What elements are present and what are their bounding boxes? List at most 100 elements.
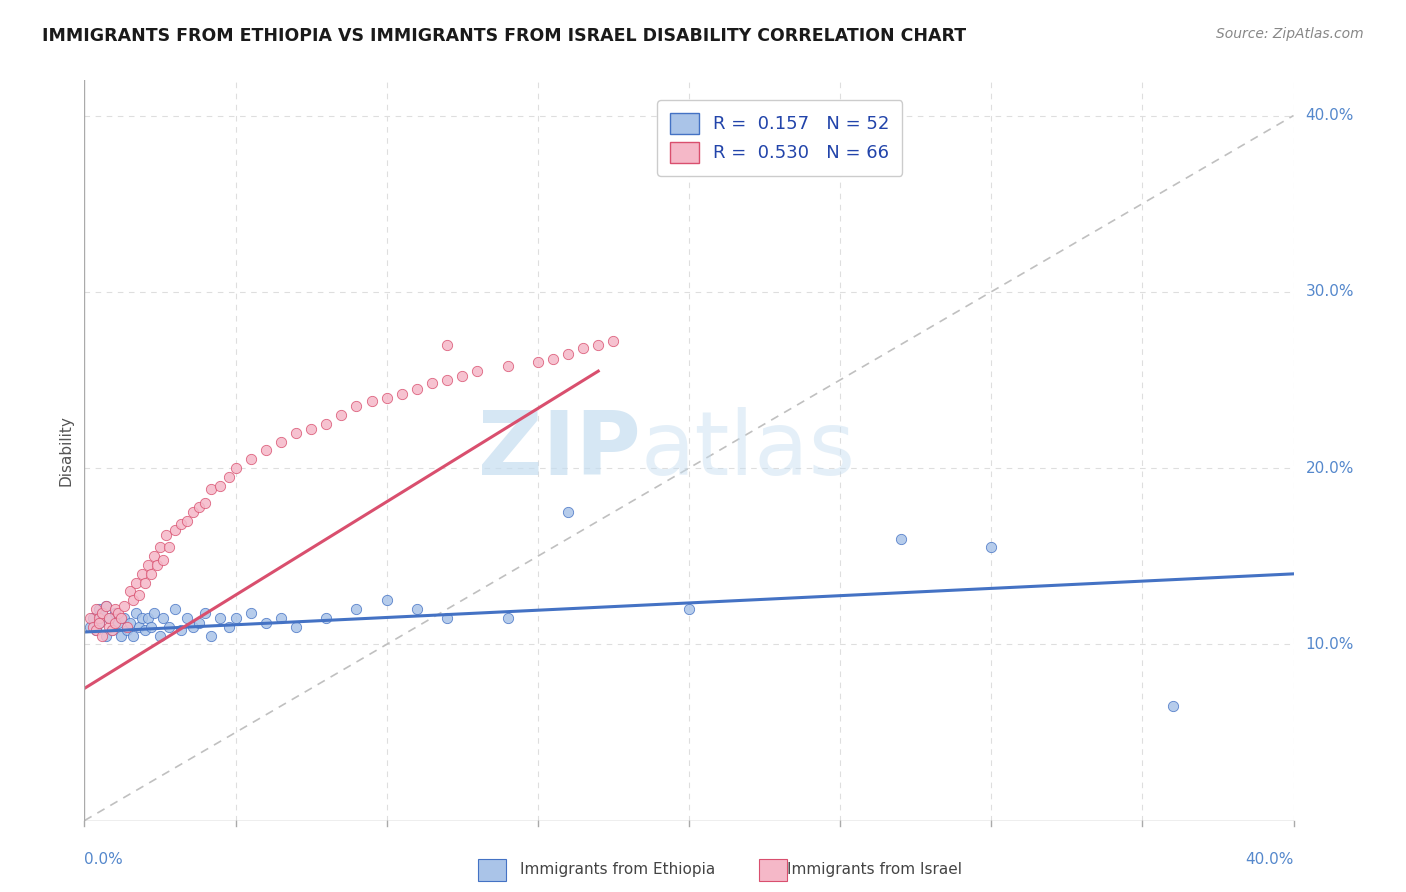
Text: Immigrants from Ethiopia: Immigrants from Ethiopia xyxy=(520,863,716,877)
Point xyxy=(209,479,232,493)
Point xyxy=(194,606,217,620)
Point xyxy=(125,575,148,590)
Text: IMMIGRANTS FROM ETHIOPIA VS IMMIGRANTS FROM ISRAEL DISABILITY CORRELATION CHART: IMMIGRANTS FROM ETHIOPIA VS IMMIGRANTS F… xyxy=(42,27,966,45)
Point xyxy=(89,616,111,631)
Point xyxy=(139,620,162,634)
Point xyxy=(157,541,180,555)
Point xyxy=(104,616,127,631)
Point xyxy=(165,523,187,537)
Point xyxy=(86,624,108,638)
Point xyxy=(225,461,247,475)
Point xyxy=(346,400,368,414)
Point xyxy=(86,624,108,638)
Point xyxy=(94,599,117,613)
Point xyxy=(110,628,132,642)
Point xyxy=(451,369,474,384)
Point xyxy=(125,606,148,620)
Point xyxy=(436,611,458,625)
Point xyxy=(1161,699,1184,714)
Point xyxy=(94,599,117,613)
Point xyxy=(128,620,150,634)
Text: 40.0%: 40.0% xyxy=(1246,853,1294,867)
Point xyxy=(218,470,240,484)
Point xyxy=(496,359,519,373)
Point xyxy=(107,616,129,631)
Point xyxy=(104,606,127,620)
Point xyxy=(299,422,322,436)
Point xyxy=(149,541,172,555)
Point xyxy=(391,387,413,401)
Point xyxy=(89,616,111,631)
Point xyxy=(91,606,114,620)
Point xyxy=(118,584,141,599)
Point xyxy=(157,620,180,634)
Point xyxy=(115,624,138,638)
Point xyxy=(194,496,217,510)
Text: 10.0%: 10.0% xyxy=(1306,637,1354,652)
Point xyxy=(181,620,204,634)
Point xyxy=(91,628,114,642)
Y-axis label: Disability: Disability xyxy=(58,415,73,486)
Point xyxy=(285,620,308,634)
Text: atlas: atlas xyxy=(641,407,856,494)
Point xyxy=(136,611,159,625)
Point xyxy=(107,606,129,620)
Point xyxy=(239,606,262,620)
Point xyxy=(890,532,912,546)
Point xyxy=(91,606,114,620)
Text: 20.0%: 20.0% xyxy=(1306,460,1354,475)
Point xyxy=(678,602,700,616)
Point xyxy=(97,611,120,625)
Point xyxy=(139,566,162,581)
Point xyxy=(112,599,135,613)
Point xyxy=(128,588,150,602)
Point xyxy=(152,553,174,567)
Point xyxy=(142,549,165,564)
Point xyxy=(188,500,211,514)
Point xyxy=(176,611,198,625)
Point xyxy=(82,620,104,634)
Point xyxy=(121,593,143,607)
Point xyxy=(134,575,156,590)
Text: 0.0%: 0.0% xyxy=(84,853,124,867)
Point xyxy=(467,364,489,378)
Point xyxy=(131,566,153,581)
Point xyxy=(436,337,458,351)
Point xyxy=(89,602,111,616)
Point xyxy=(557,505,579,519)
Point xyxy=(270,434,292,449)
Point xyxy=(436,373,458,387)
Point xyxy=(360,394,382,409)
Text: 40.0%: 40.0% xyxy=(1306,108,1354,123)
Point xyxy=(134,624,156,638)
Point xyxy=(79,620,101,634)
Point xyxy=(209,611,232,625)
Point xyxy=(218,620,240,634)
Point xyxy=(527,355,550,369)
Point xyxy=(155,528,177,542)
Point xyxy=(225,611,247,625)
Point xyxy=(94,628,117,642)
Point xyxy=(97,611,120,625)
Point xyxy=(188,616,211,631)
Point xyxy=(136,558,159,572)
Point xyxy=(104,602,127,616)
Point xyxy=(170,517,193,532)
Point xyxy=(115,620,138,634)
Text: Source: ZipAtlas.com: Source: ZipAtlas.com xyxy=(1216,27,1364,41)
Point xyxy=(346,602,368,616)
Point xyxy=(375,593,398,607)
Point xyxy=(557,346,579,360)
Point xyxy=(112,611,135,625)
Text: 30.0%: 30.0% xyxy=(1306,285,1354,300)
Point xyxy=(602,334,624,348)
Point xyxy=(406,602,429,616)
Point xyxy=(170,624,193,638)
Point xyxy=(254,443,277,458)
Point xyxy=(176,514,198,528)
Point xyxy=(118,616,141,631)
Point xyxy=(330,408,353,422)
Point xyxy=(980,541,1002,555)
Point xyxy=(588,337,610,351)
Point xyxy=(375,391,398,405)
